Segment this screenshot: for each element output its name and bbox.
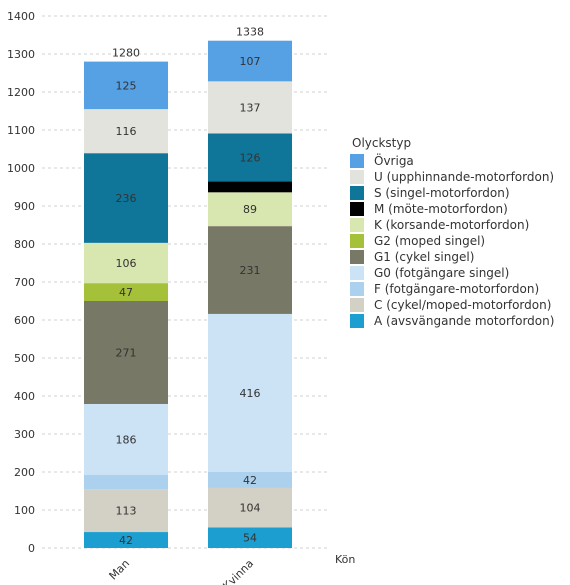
bar-segment	[84, 61, 168, 110]
legend-swatch	[350, 234, 364, 248]
bar-segment	[208, 133, 292, 182]
y-tick-label: 400	[14, 390, 35, 403]
legend-swatch	[350, 202, 364, 216]
legend-swatch	[350, 314, 364, 328]
data-label: 125	[116, 79, 137, 92]
y-tick-label: 1200	[7, 86, 35, 99]
legend-swatch	[350, 186, 364, 200]
x-axis: Kön	[335, 553, 355, 566]
legend-label: U (upphinnande-motorfordon)	[374, 170, 554, 184]
y-tick-label: 100	[14, 504, 35, 517]
y-tick-label: 900	[14, 200, 35, 213]
data-label: 416	[240, 387, 261, 400]
bar-segment	[208, 181, 292, 193]
legend-label: F (fotgängare-motorfordon)	[374, 282, 539, 296]
x-tick-label: Kvinna	[220, 557, 256, 585]
y-tick-label: 600	[14, 314, 35, 327]
data-label: 89	[243, 203, 257, 216]
data-label: 113	[116, 505, 137, 518]
legend-label: M (möte-motorfordon)	[374, 202, 508, 216]
y-tick-label: 500	[14, 352, 35, 365]
bars: 42 113 186 271 47 106 236 116 125 1280 Man 54 104 42 4…	[84, 26, 292, 585]
data-label: 106	[116, 257, 137, 270]
legend-label: G0 (fotgängare singel)	[374, 266, 509, 280]
y-tick-label: 700	[14, 276, 35, 289]
y-tick-label: 1000	[7, 162, 35, 175]
data-label: 126	[240, 151, 261, 164]
x-tick-label: Man	[107, 557, 133, 583]
legend-label: Övriga	[374, 152, 414, 168]
data-label: 236	[116, 192, 137, 205]
y-tick-label: 1400	[7, 10, 35, 23]
legend-swatch	[350, 282, 364, 296]
legend-swatch	[350, 250, 364, 264]
bar-segment	[208, 527, 292, 548]
bar-segment	[84, 301, 168, 404]
legend-label: K (korsande-motorfordon)	[374, 218, 529, 232]
y-tick-label: 200	[14, 466, 35, 479]
bar-segment	[84, 153, 168, 243]
bar-segment	[208, 81, 292, 134]
data-label: 186	[116, 433, 137, 446]
y-tick-label: 1100	[7, 124, 35, 137]
bar-segment	[208, 226, 292, 314]
data-label: 231	[240, 264, 261, 277]
bar-segment	[84, 242, 168, 284]
data-label: 42	[243, 474, 257, 487]
data-label: 54	[243, 532, 257, 545]
legend-swatch	[350, 154, 364, 168]
data-label: 116	[116, 125, 137, 138]
y-axis: 0 100 200 300 400 500 600 700 800 900 1000 1100 1200…	[7, 10, 35, 555]
y-tick-label: 800	[14, 238, 35, 251]
data-label: 271	[116, 346, 137, 359]
legend-title: Olyckstyp	[352, 136, 411, 150]
bar-segment	[84, 532, 168, 548]
legend-swatch	[350, 298, 364, 312]
x-axis-title: Kön	[335, 553, 355, 566]
y-tick-label: 1300	[7, 48, 35, 61]
legend-label: G2 (moped singel)	[374, 234, 485, 248]
data-label: 47	[119, 286, 133, 299]
bar-segment	[208, 40, 292, 82]
data-label: 107	[240, 55, 261, 68]
legend-swatch	[350, 170, 364, 184]
y-tick-label: 300	[14, 428, 35, 441]
legend-label: C (cykel/moped-motorfordon)	[374, 298, 551, 312]
data-label: 137	[240, 101, 261, 114]
bar-segment	[208, 472, 292, 488]
bar-segment	[208, 313, 292, 472]
data-label: 42	[119, 534, 133, 547]
total-label: 1338	[236, 26, 264, 39]
bar-segment	[84, 403, 168, 475]
legend: Olyckstyp Övriga U (upphinnande-motorford…	[350, 136, 554, 328]
legend-label: A (avsvängande motorfordon)	[374, 314, 554, 328]
bar-segment	[84, 489, 168, 533]
legend-label: S (singel-motorfordon)	[374, 186, 510, 200]
bar-segment	[208, 487, 292, 528]
bar-segment	[84, 474, 168, 490]
data-label: 104	[240, 502, 261, 515]
y-tick-label: 0	[28, 542, 35, 555]
legend-swatch	[350, 218, 364, 232]
bar-segment	[84, 109, 168, 154]
total-label: 1280	[112, 47, 140, 60]
bar-segment	[208, 192, 292, 227]
legend-swatch	[350, 266, 364, 280]
legend-label: G1 (cykel singel)	[374, 250, 474, 264]
bar-segment	[84, 283, 168, 301]
